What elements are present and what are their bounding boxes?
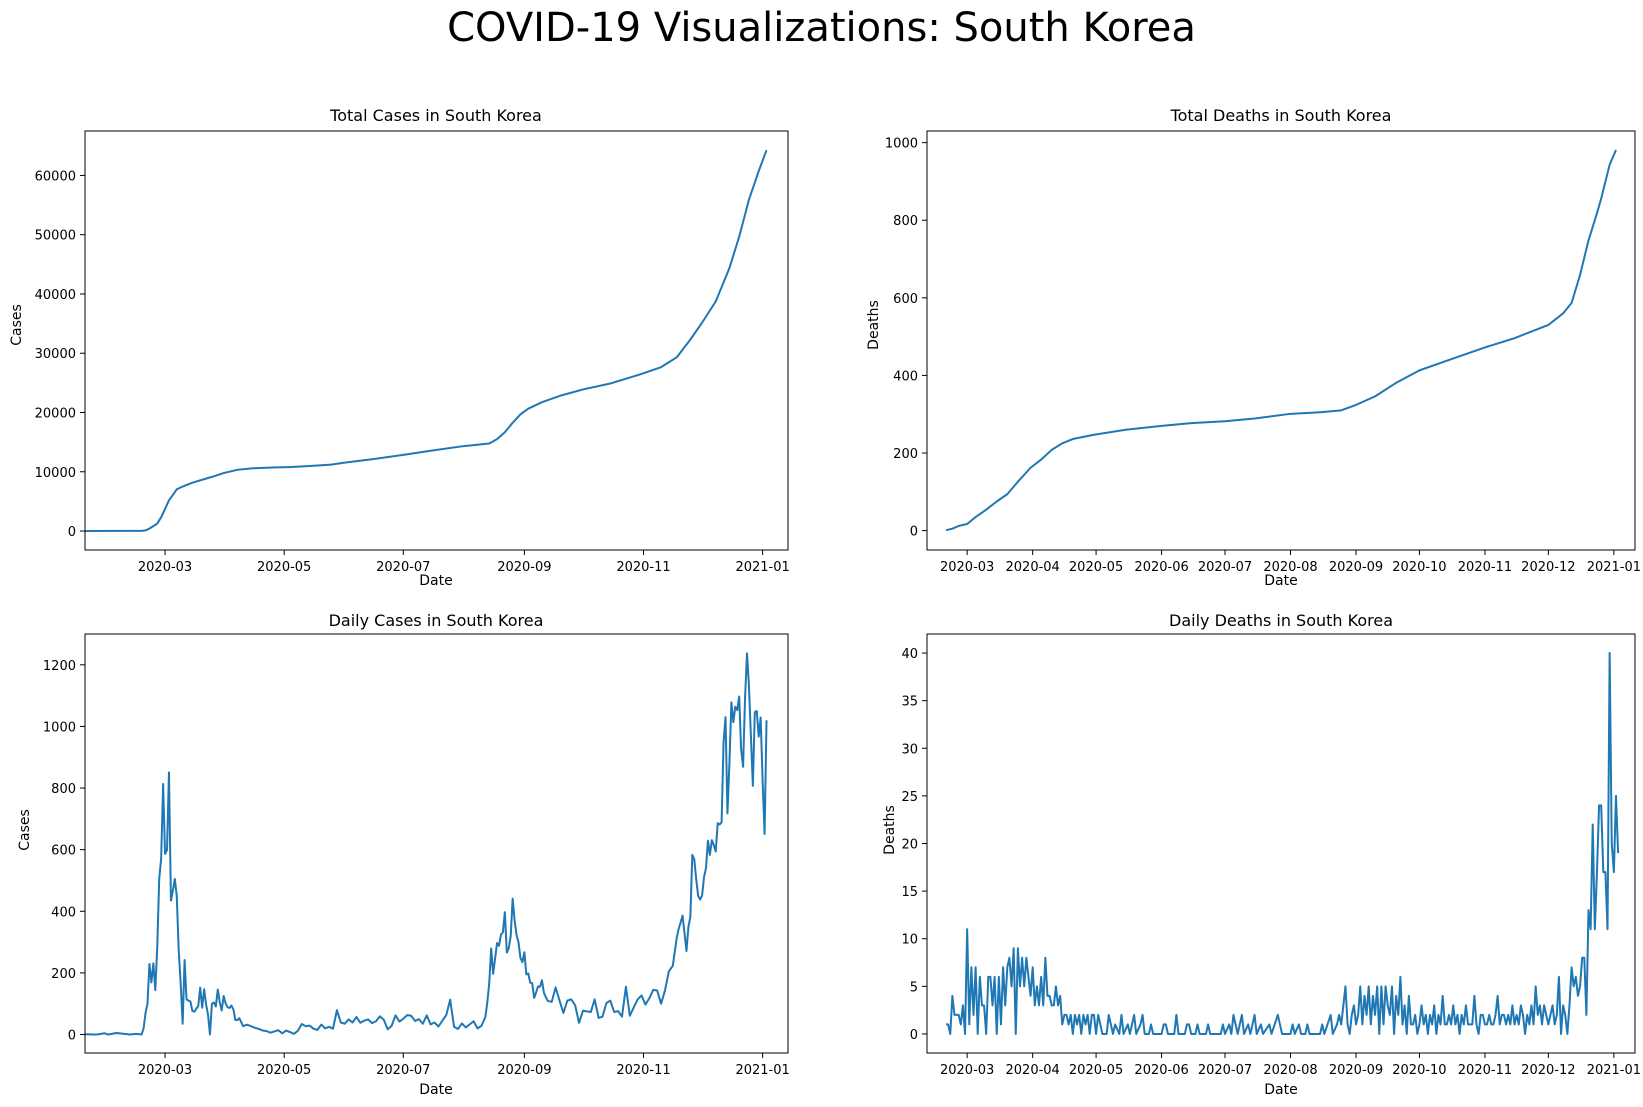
chart-title: Daily Cases in South Korea bbox=[329, 611, 544, 630]
chart-title: Daily Deaths in South Korea bbox=[1169, 611, 1393, 630]
y-tick-label: 0 bbox=[910, 525, 918, 540]
y-tick-label: 600 bbox=[51, 844, 76, 859]
chart-title: Total Deaths in South Korea bbox=[1170, 106, 1392, 125]
plot-area: 0 200 400 600 800 1000 1200 2020-03 2020-05 2020-… bbox=[43, 633, 790, 1078]
x-tick-label: 2020-08 bbox=[1263, 1063, 1317, 1078]
chart-daily-deaths: Daily Deaths in South Korea Date Deaths … bbox=[882, 611, 1641, 1098]
x-tick-label: 2020-11 bbox=[1458, 560, 1512, 575]
x-tick-label: 2020-09 bbox=[1329, 1063, 1383, 1078]
x-axis-label: Date bbox=[419, 1082, 452, 1098]
x-axis-label: Date bbox=[1264, 1082, 1297, 1098]
chart-daily-cases: Daily Cases in South Korea Date Cases 0 2… bbox=[17, 611, 790, 1098]
x-tick-label: 2021-01 bbox=[1587, 1063, 1641, 1078]
y-tick-label: 10 bbox=[901, 933, 918, 948]
x-tick-label: 2020-05 bbox=[1069, 560, 1123, 575]
x-tick-label: 2021-01 bbox=[1587, 560, 1641, 575]
y-tick-label: 1000 bbox=[43, 720, 76, 735]
y-tick-label: 35 bbox=[901, 695, 918, 710]
y-tick-label: 400 bbox=[51, 905, 76, 920]
axes-frame bbox=[84, 633, 789, 1054]
x-tick-label: 2020-03 bbox=[940, 560, 994, 575]
y-tick-label: 800 bbox=[51, 782, 76, 797]
x-tick-label: 2020-12 bbox=[1521, 1063, 1575, 1078]
x-tick-label: 2020-04 bbox=[1006, 1063, 1060, 1078]
y-axis-label: Cases bbox=[17, 809, 33, 851]
y-tick-label: 50000 bbox=[35, 229, 76, 244]
x-tick-label: 2021-01 bbox=[735, 560, 789, 575]
data-series-line bbox=[84, 149, 768, 533]
y-axis-label: Cases bbox=[9, 304, 25, 346]
y-tick-label: 40 bbox=[901, 647, 918, 662]
y-tick-label: 200 bbox=[893, 447, 918, 462]
x-tick-label: 2020-09 bbox=[1329, 560, 1383, 575]
x-tick-label: 2020-03 bbox=[138, 1063, 192, 1078]
y-tick-label: 30 bbox=[901, 742, 918, 757]
data-series-line bbox=[946, 652, 1620, 1035]
x-tick-label: 2020-07 bbox=[1198, 560, 1252, 575]
y-axis-label: Deaths bbox=[866, 300, 882, 350]
x-tick-label: 2020-09 bbox=[497, 560, 551, 575]
x-tick-label: 2020-10 bbox=[1392, 560, 1446, 575]
y-tick-label: 20 bbox=[901, 838, 918, 853]
x-tick-label: 2020-05 bbox=[257, 1063, 311, 1078]
x-tick-label: 2020-03 bbox=[940, 1063, 994, 1078]
y-tick-label: 1000 bbox=[885, 137, 918, 152]
axes-frame bbox=[84, 130, 789, 551]
chart-total-deaths: Total Deaths in South Korea Date Deaths … bbox=[866, 106, 1641, 589]
x-tick-label: 2020-04 bbox=[1006, 560, 1060, 575]
y-tick-label: 0 bbox=[68, 1029, 76, 1044]
y-tick-label: 25 bbox=[901, 790, 918, 805]
x-tick-label: 2020-11 bbox=[616, 1063, 670, 1078]
x-tick-label: 2020-03 bbox=[138, 560, 192, 575]
y-tick-label: 40000 bbox=[35, 288, 76, 303]
x-tick-label: 2020-12 bbox=[1521, 560, 1575, 575]
plot-area: 0 10000 20000 30000 40000 50000 60000 2020-03 20… bbox=[35, 130, 790, 575]
x-tick-label: 2020-07 bbox=[1198, 1063, 1252, 1078]
x-tick-label: 2020-05 bbox=[257, 560, 311, 575]
axes-frame bbox=[926, 130, 1636, 551]
plot-area: 0 200 400 600 800 1000 2020-03 2020-04 2020-05 20… bbox=[885, 130, 1641, 575]
y-tick-label: 10000 bbox=[35, 466, 76, 481]
y-tick-label: 15 bbox=[901, 885, 918, 900]
chart-title: Total Cases in South Korea bbox=[329, 106, 542, 125]
chart-total-cases: Total Cases in South Korea Date Cases 0 1… bbox=[9, 106, 790, 589]
x-tick-label: 2020-10 bbox=[1392, 1063, 1446, 1078]
y-tick-label: 30000 bbox=[35, 347, 76, 362]
x-tick-label: 2021-01 bbox=[735, 1063, 789, 1078]
x-tick-label: 2020-07 bbox=[376, 560, 430, 575]
figure-title: COVID-19 Visualizations: South Korea bbox=[447, 5, 1196, 51]
x-axis-label: Date bbox=[1264, 573, 1297, 589]
y-tick-label: 200 bbox=[51, 967, 76, 982]
x-tick-label: 2020-06 bbox=[1134, 1063, 1188, 1078]
y-tick-label: 1200 bbox=[43, 659, 76, 674]
x-tick-label: 2020-07 bbox=[376, 1063, 430, 1078]
y-tick-label: 20000 bbox=[35, 407, 76, 422]
data-series-line bbox=[945, 149, 1617, 532]
x-tick-label: 2020-11 bbox=[616, 560, 670, 575]
x-tick-label: 2020-11 bbox=[1458, 1063, 1512, 1078]
y-tick-label: 0 bbox=[910, 1028, 918, 1043]
y-tick-label: 0 bbox=[68, 525, 76, 540]
y-tick-label: 60000 bbox=[35, 169, 76, 184]
x-tick-label: 2020-09 bbox=[497, 1063, 551, 1078]
y-axis-label: Deaths bbox=[882, 805, 898, 855]
x-axis-label: Date bbox=[419, 573, 452, 589]
y-tick-label: 400 bbox=[893, 369, 918, 384]
x-tick-label: 2020-05 bbox=[1069, 1063, 1123, 1078]
data-series-line bbox=[84, 652, 768, 1036]
y-tick-label: 800 bbox=[893, 214, 918, 229]
y-tick-label: 600 bbox=[893, 292, 918, 307]
x-tick-label: 2020-06 bbox=[1134, 560, 1188, 575]
plot-area: 0 5 10 15 20 25 30 35 40 2020-03 2020-04 2020-05 202… bbox=[901, 633, 1641, 1078]
y-tick-label: 5 bbox=[910, 980, 918, 995]
x-tick-label: 2020-08 bbox=[1263, 560, 1317, 575]
